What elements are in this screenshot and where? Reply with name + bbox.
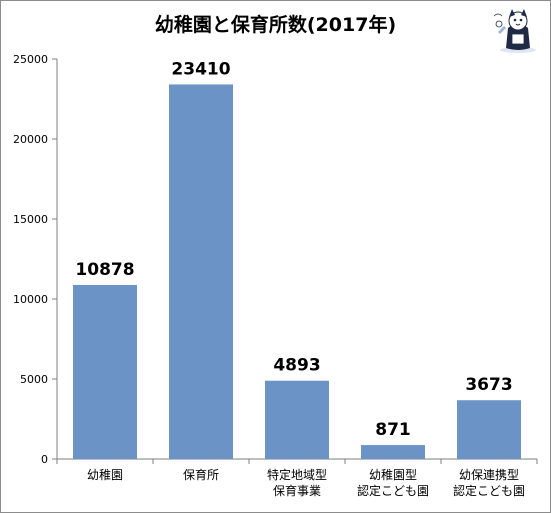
x-tick-label: 認定こども園 (453, 483, 525, 498)
y-tick-label: 5000 (20, 373, 48, 386)
x-tick-label: 保育所 (183, 467, 219, 482)
y-tick-label: 25000 (13, 53, 48, 66)
y-tick-label: 10000 (13, 293, 48, 306)
data-label: 871 (375, 420, 411, 440)
x-tick-label: 保育事業 (273, 483, 321, 498)
bar (73, 284, 137, 459)
data-label: 4893 (273, 356, 320, 376)
mascot-illustration (493, 9, 536, 53)
chart-title: 幼稚園と保育所数(2017年) (154, 14, 397, 36)
x-tick-label: 認定こども園 (357, 483, 429, 498)
bar (169, 84, 233, 459)
bar (265, 380, 329, 459)
y-tick-label: 20000 (13, 133, 48, 146)
y-tick-label: 15000 (13, 213, 48, 226)
bar (457, 400, 521, 459)
x-tick-label: 幼保連携型 (459, 467, 519, 482)
data-label: 3673 (465, 375, 512, 395)
x-tick-label: 幼稚園 (87, 468, 123, 482)
bar (361, 445, 425, 459)
x-tick-label: 特定地域型 (267, 467, 327, 482)
x-tick-label: 幼稚園型 (369, 468, 417, 482)
data-label: 10878 (75, 260, 134, 280)
data-label: 23410 (171, 59, 230, 79)
y-tick-label: 0 (41, 453, 48, 466)
